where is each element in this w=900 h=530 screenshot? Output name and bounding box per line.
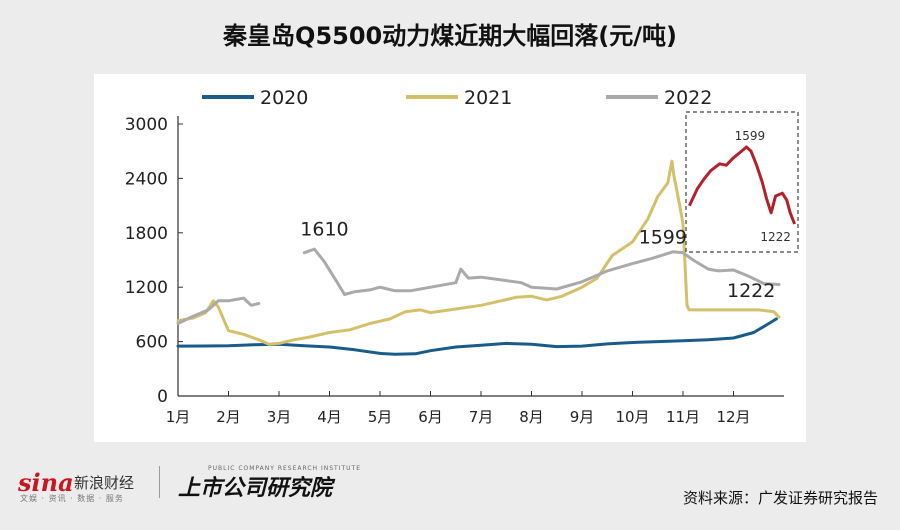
chart-panel: 0 600 1200 1800 2400 3000 1月 2月 3月 4月 5月 6月 7月 8月 9月 10…	[94, 74, 806, 442]
data-annotation: 1610	[300, 219, 348, 241]
sina-finance-name: 新浪财经	[74, 474, 135, 492]
x-tick-label: 9月	[570, 408, 595, 426]
legend-label-2022: 2022	[664, 87, 712, 109]
x-tick-label: 7月	[469, 408, 494, 426]
inset-label-peak: 1599	[735, 129, 766, 143]
x-tick-label: 8月	[519, 408, 544, 426]
x-tick-label: 11月	[666, 408, 700, 426]
y-tick-label: 1200	[125, 278, 168, 298]
page-title: 秦皇岛Q5500动力煤近期大幅回落(元/吨)	[223, 22, 677, 50]
legend-label-2021: 2021	[464, 87, 512, 109]
series-line-2020	[176, 317, 778, 356]
x-tick-label: 5月	[368, 408, 393, 426]
x-tick-label: 1月	[166, 408, 191, 426]
report-logo: 上市公司研究院	[178, 475, 333, 501]
x-tick-label: 2月	[216, 408, 241, 426]
sina-tags: 文娱 · 资讯 · 数据 · 服务	[20, 494, 124, 503]
line-chart: 0 600 1200 1800 2400 3000 1月 2月 3月 4月 5月 6月 7月 8月 9月 10…	[125, 87, 799, 426]
inset-series-line	[688, 145, 796, 225]
x-tick-label: 3月	[267, 408, 292, 426]
series-line-2022b	[302, 247, 781, 296]
branding-logos: sina 新浪财经 文娱 · 资讯 · 数据 · 服务 PUBLIC COMPA…	[18, 462, 360, 503]
logo-divider	[159, 466, 160, 498]
data-annotation: 1222	[727, 280, 775, 302]
report-logo-en: PUBLIC COMPANY RESEARCH INSTITUTE	[208, 465, 361, 472]
y-tick-label: 0	[157, 387, 168, 407]
series-line-2022	[176, 296, 261, 325]
x-tick-label: 10月	[615, 408, 649, 426]
y-tick-label: 1800	[125, 224, 168, 244]
source-note: 资料来源：广发证券研究报告	[682, 489, 878, 507]
y-tick-label: 2400	[125, 169, 168, 189]
y-tick-label: 600	[136, 333, 168, 353]
legend-label-2020: 2020	[260, 87, 308, 109]
inset-box	[685, 111, 799, 253]
x-tick-label: 6月	[418, 408, 443, 426]
x-tick-label: 4月	[317, 408, 342, 426]
y-tick-label: 3000	[125, 115, 168, 135]
series-line-2021	[176, 159, 781, 346]
sina-logo: sina	[18, 468, 74, 497]
inset-label-end: 1222	[760, 230, 791, 244]
data-annotation: 1599	[639, 227, 687, 249]
x-tick-label: 12月	[716, 408, 750, 426]
